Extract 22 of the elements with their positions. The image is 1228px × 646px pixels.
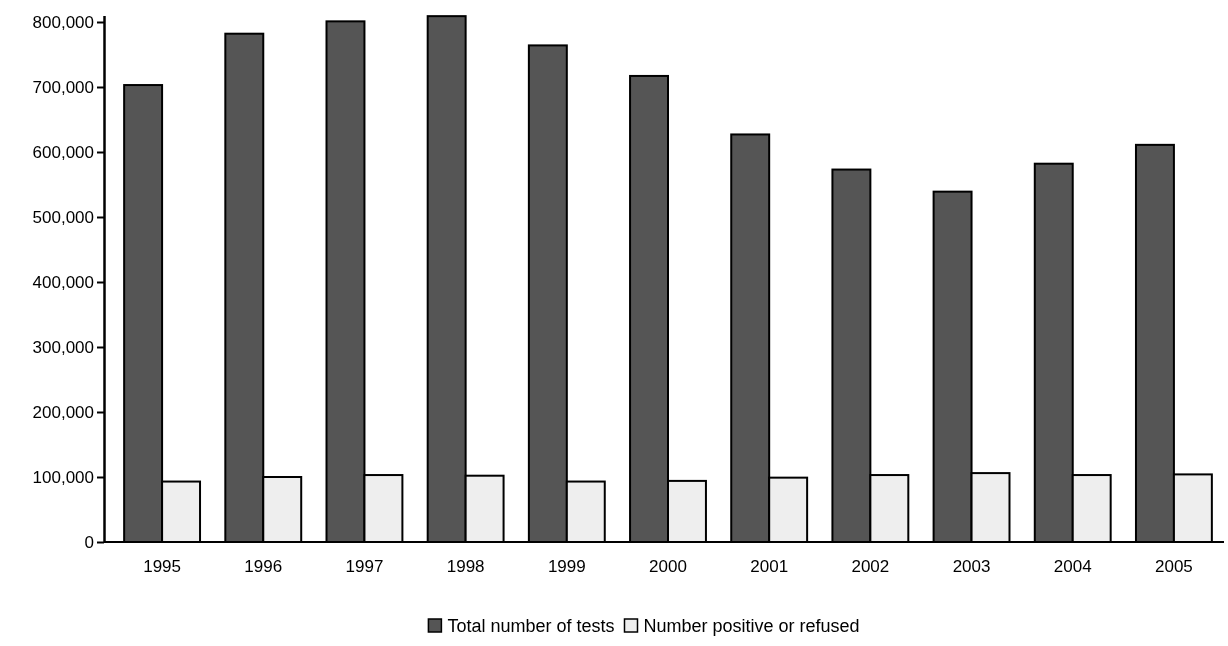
x-tick-label: 1997 (345, 557, 384, 577)
y-tick-label: 200,000 (32, 402, 94, 422)
y-tick-label: 500,000 (32, 207, 94, 227)
x-tick-label: 1998 (446, 557, 485, 577)
x-tick-label: 2002 (851, 557, 890, 577)
x-tick-label: 2003 (952, 557, 991, 577)
x-tick-label: 2000 (649, 557, 687, 577)
x-tick-label: 2001 (750, 557, 789, 577)
x-tick-label: 2004 (1053, 557, 1092, 577)
y-tick-label: 600,000 (32, 142, 94, 162)
x-tick-label: 1996 (244, 557, 283, 577)
legend-label: Total number of tests (447, 616, 615, 636)
y-tick-label: 700,000 (32, 77, 94, 97)
y-tick-label: 0 (84, 532, 94, 552)
y-tick-label: 300,000 (32, 337, 94, 357)
y-tick-label: 100,000 (32, 467, 94, 487)
x-tick-label: 1995 (143, 557, 181, 577)
x-tick-label: 1999 (547, 557, 586, 577)
legend-label: Number positive or refused (643, 616, 860, 636)
y-tick-label: 800,000 (32, 12, 94, 32)
x-tick-label: 2005 (1155, 557, 1193, 577)
y-tick-label: 400,000 (32, 272, 94, 292)
